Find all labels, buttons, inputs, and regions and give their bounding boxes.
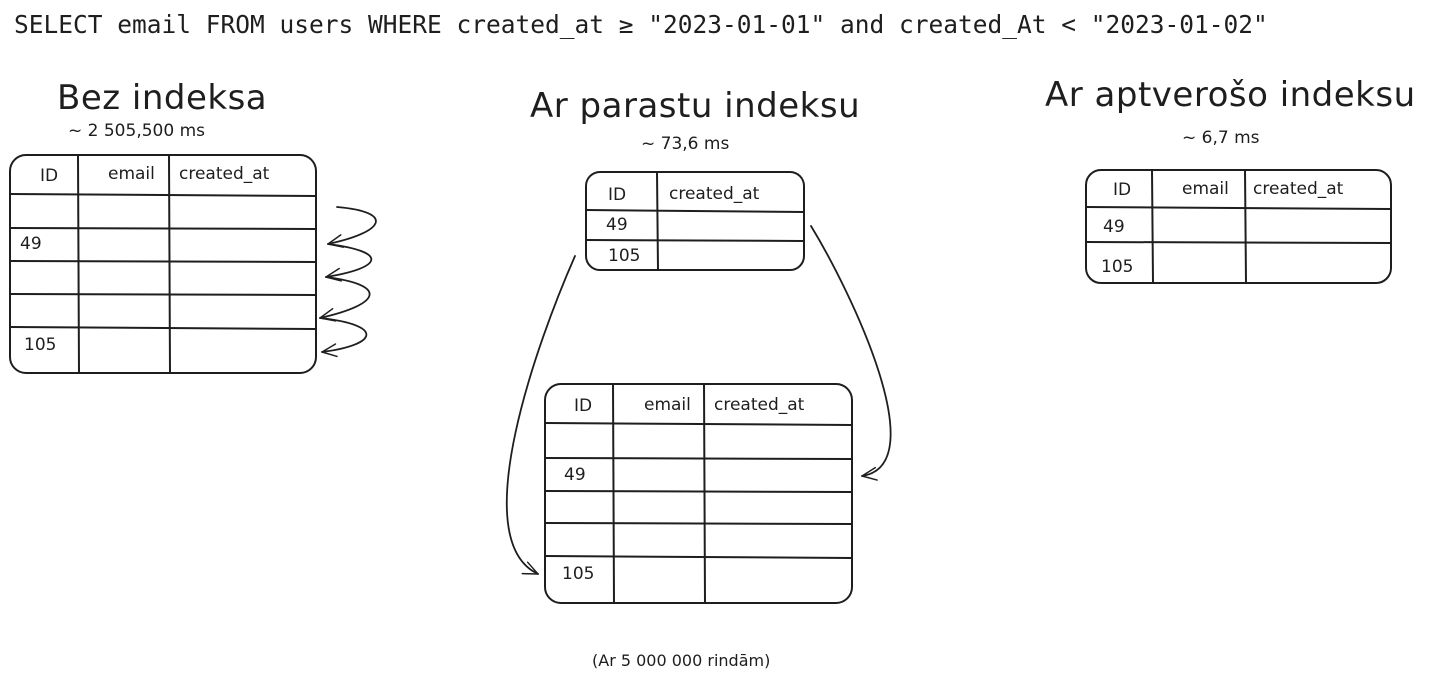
- table-cell-id: 105: [1101, 257, 1133, 277]
- section-title-plain-index: Ar parastu indeksu: [530, 86, 861, 126]
- column-header-email: email: [644, 395, 691, 415]
- row-divider: [544, 555, 853, 559]
- lookup-arrow-49: [810, 225, 892, 481]
- covering-index-table-text: ID email created_at 49 105: [1101, 179, 1344, 277]
- column-divider: [703, 383, 706, 604]
- table-cell-id: 49: [1103, 217, 1125, 237]
- header-divider: [585, 209, 805, 213]
- row-divider: [9, 326, 317, 330]
- footnote-row-count: (Ar 5 000 000 rindām): [592, 651, 771, 670]
- row-divider: [1085, 241, 1392, 244]
- scan-arrow: [327, 206, 377, 248]
- column-header-id: ID: [608, 185, 626, 205]
- column-header-created-at: created_at: [669, 184, 760, 204]
- row-divider: [544, 490, 853, 493]
- header-divider: [544, 422, 853, 426]
- lookup-arrow-105: [505, 255, 576, 575]
- table-plain-index-text: ID email created_at 49 105: [562, 395, 805, 584]
- table-cell-id: 105: [24, 335, 56, 355]
- table-cell-id: 49: [564, 465, 586, 485]
- table-no-index-text: ID email created_at 49 105: [20, 164, 270, 355]
- timing-no-index: ~ 2 505,500 ms: [68, 121, 205, 141]
- row-divider: [9, 227, 317, 230]
- row-divider: [9, 260, 317, 263]
- table-cell-id: 49: [20, 234, 42, 254]
- table-cell-id: 105: [562, 564, 594, 584]
- column-divider: [612, 383, 615, 604]
- table-border: [1085, 169, 1392, 284]
- column-header-id: ID: [40, 166, 58, 186]
- table-border: [585, 171, 805, 271]
- column-header-email: email: [1182, 179, 1229, 199]
- lookup-arrows: [505, 225, 892, 575]
- header-divider: [1085, 206, 1392, 210]
- column-header-id: ID: [574, 396, 592, 416]
- table-cell-id: 105: [608, 246, 640, 266]
- covering-index-table: [1085, 169, 1392, 284]
- column-header-created-at: created_at: [179, 164, 270, 184]
- section-title-covering-index: Ar aptverošo indeksu: [1045, 75, 1416, 115]
- table-plain-index: [544, 383, 853, 604]
- column-header-created-at: created_at: [714, 395, 805, 415]
- column-divider: [1151, 169, 1154, 284]
- column-divider: [168, 154, 171, 374]
- index-table-plain-text: ID created_at 49 105: [606, 184, 760, 266]
- timing-covering-index: ~ 6,7 ms: [1182, 128, 1260, 148]
- row-divider: [585, 239, 805, 242]
- table-border: [544, 383, 853, 604]
- row-divider: [9, 293, 317, 296]
- column-divider: [656, 171, 659, 271]
- scan-arrow: [325, 243, 373, 282]
- column-header-email: email: [108, 164, 155, 184]
- scan-arrow: [319, 276, 371, 322]
- table-cell-id: 49: [606, 215, 628, 235]
- sql-query: SELECT email FROM users WHERE created_at…: [14, 10, 1268, 39]
- scan-arrows: [319, 206, 377, 358]
- column-divider: [77, 154, 80, 374]
- row-divider: [544, 522, 853, 525]
- section-title-no-index: Bez indeksa: [57, 78, 268, 118]
- column-header-created-at: created_at: [1253, 179, 1344, 199]
- table-no-index: [9, 154, 317, 374]
- index-table-plain: [585, 171, 805, 271]
- timing-plain-index: ~ 73,6 ms: [641, 134, 730, 154]
- header-divider: [9, 193, 317, 197]
- table-border: [9, 154, 317, 374]
- row-divider: [544, 457, 853, 460]
- scan-arrow: [319, 317, 368, 358]
- column-header-id: ID: [1113, 180, 1131, 200]
- column-divider: [1244, 169, 1247, 284]
